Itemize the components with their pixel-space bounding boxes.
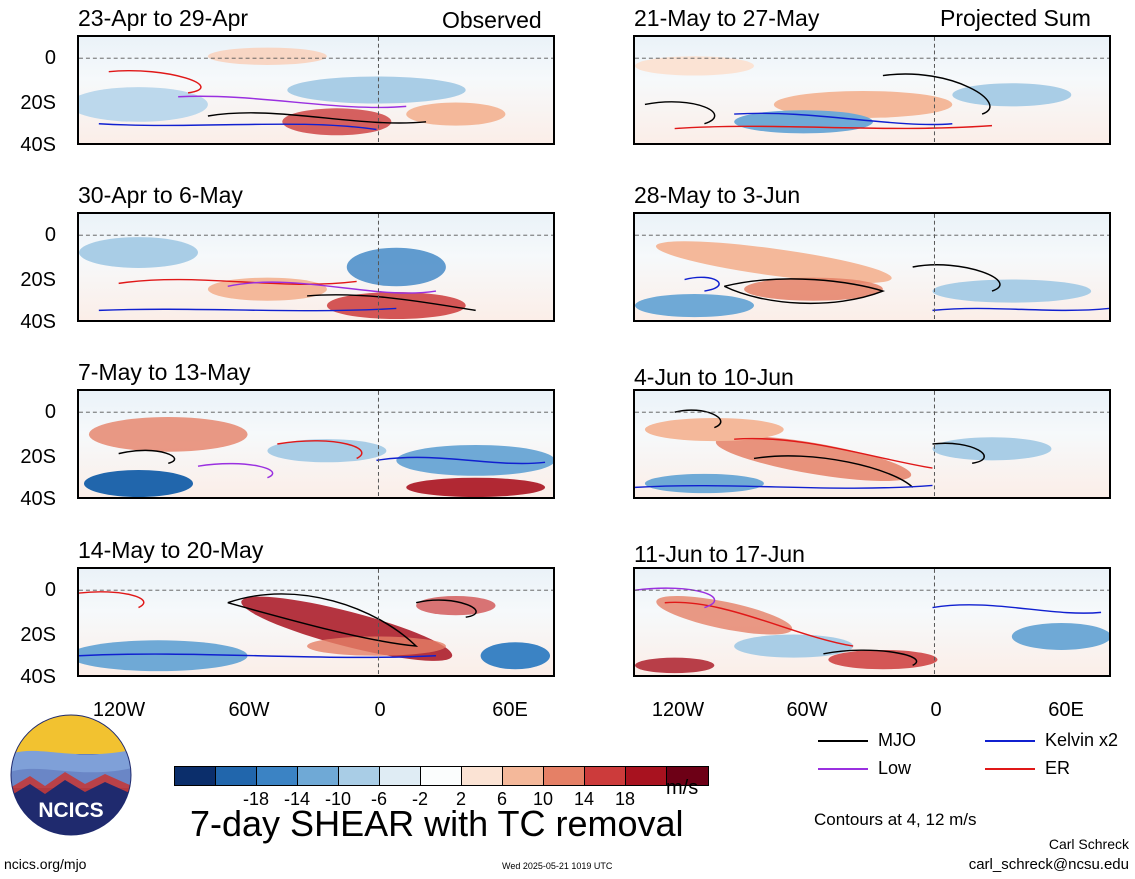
units-label: m/s bbox=[666, 777, 699, 799]
panel-title-right-3: 4-Jun to 10-Jun bbox=[634, 364, 794, 390]
map-panel-right-2 bbox=[633, 212, 1111, 322]
map-panel-right-3 bbox=[633, 389, 1111, 499]
colorbar-swatch-12 bbox=[667, 767, 708, 785]
main-title: 7-day SHEAR with TC removal bbox=[190, 803, 684, 844]
y-tick-20s: 20S bbox=[20, 446, 56, 468]
y-tick-0: 0 bbox=[44, 401, 56, 423]
colorbar-swatch-2 bbox=[257, 767, 298, 785]
colorbar-tick-label: 18 bbox=[614, 789, 636, 809]
y-tick-0: 0 bbox=[44, 224, 56, 246]
colorbar-tick-label: -2 bbox=[411, 789, 428, 809]
timestamp: Wed 2025-05-21 1019 UTC bbox=[502, 861, 613, 871]
colorbar-tick-label: 6 bbox=[496, 789, 507, 809]
y-tick-40s: 40S bbox=[20, 311, 56, 333]
panel-title-right-4: 11-Jun to 17-Jun bbox=[634, 541, 805, 567]
colorbar-tick-label: -14 bbox=[283, 789, 310, 809]
x-tick-0: 0 bbox=[930, 699, 942, 721]
x-tick-60e: 60E bbox=[1048, 699, 1084, 721]
colorbar-swatch-6 bbox=[421, 767, 462, 785]
colorbar-swatch-4 bbox=[339, 767, 380, 785]
panel-title-left-4: 14-May to 20-May bbox=[78, 537, 264, 563]
colorbar-swatch-0 bbox=[175, 767, 216, 785]
colorbar-swatch-7 bbox=[462, 767, 503, 785]
x-tick-60e: 60E bbox=[492, 699, 528, 721]
colorbar-swatch-1 bbox=[216, 767, 257, 785]
panel-title-left-3: 7-May to 13-May bbox=[78, 359, 251, 385]
y-tick-40s: 40S bbox=[20, 666, 56, 688]
map-panel-left-1 bbox=[77, 35, 555, 145]
legend-line-mjo bbox=[818, 740, 868, 742]
panel-title-right-2: 28-May to 3-Jun bbox=[634, 182, 801, 208]
colorbar-tick-label: 14 bbox=[573, 789, 595, 809]
colorbar-swatch-9 bbox=[544, 767, 585, 785]
x-tick-60w: 60W bbox=[228, 699, 270, 721]
email-link[interactable]: carl_schreck@ncsu.edu bbox=[968, 856, 1129, 873]
map-panel-left-2 bbox=[77, 212, 555, 322]
author: Carl Schreck bbox=[1048, 836, 1129, 852]
legend-line-er bbox=[985, 768, 1035, 770]
y-tick-20s: 20S bbox=[20, 92, 56, 114]
map-panel-right-4 bbox=[633, 567, 1111, 677]
colorbar-tick-label: -18 bbox=[242, 789, 269, 809]
map-panel-right-1 bbox=[633, 35, 1111, 145]
colorbar-swatch-8 bbox=[503, 767, 544, 785]
colorbar bbox=[174, 766, 709, 786]
ncics-logo: NCICS bbox=[10, 714, 132, 836]
map-panel-left-3 bbox=[77, 389, 555, 499]
y-tick-0: 0 bbox=[44, 47, 56, 69]
legend-line-low bbox=[818, 768, 868, 770]
panel-title-right-1: 21-May to 27-May bbox=[634, 5, 820, 31]
legend-line-kelvin bbox=[985, 740, 1035, 742]
x-tick-120w: 120W bbox=[651, 699, 705, 721]
colorbar-swatch-10 bbox=[585, 767, 626, 785]
x-tick-0: 0 bbox=[374, 699, 386, 721]
url-link[interactable]: ncics.org/mjo bbox=[4, 856, 87, 872]
observed-label: Observed bbox=[442, 7, 542, 33]
panel-title-left-2: 30-Apr to 6-May bbox=[78, 182, 243, 208]
legend-label-kelvin: Kelvin x2 bbox=[1045, 730, 1119, 750]
colorbar-swatch-11 bbox=[626, 767, 667, 785]
colorbar-tick-label: -10 bbox=[324, 789, 351, 809]
colorbar-swatch-5 bbox=[380, 767, 421, 785]
panel-title-left-1: 23-Apr to 29-Apr bbox=[78, 5, 249, 31]
contours-note: Contours at 4, 12 m/s bbox=[814, 810, 977, 829]
y-tick-20s: 20S bbox=[20, 624, 56, 646]
colorbar-swatch-3 bbox=[298, 767, 339, 785]
colorbar-tick-label: 2 bbox=[455, 789, 466, 809]
colorbar-tick-label: -6 bbox=[370, 789, 387, 809]
y-tick-40s: 40S bbox=[20, 488, 56, 510]
projected-label: Projected Sum bbox=[940, 5, 1091, 31]
legend-label-mjo: MJO bbox=[878, 730, 916, 750]
y-tick-40s: 40S bbox=[20, 134, 56, 156]
y-tick-20s: 20S bbox=[20, 269, 56, 291]
logo-text: NCICS bbox=[38, 799, 103, 822]
legend-label-low: Low bbox=[878, 758, 912, 778]
x-tick-60w: 60W bbox=[786, 699, 828, 721]
y-tick-0: 0 bbox=[44, 579, 56, 601]
colorbar-tick-label: 10 bbox=[532, 789, 554, 809]
map-panel-left-4 bbox=[77, 567, 555, 677]
legend-label-er: ER bbox=[1045, 758, 1071, 778]
x-tick-120w: 120W bbox=[92, 699, 146, 721]
